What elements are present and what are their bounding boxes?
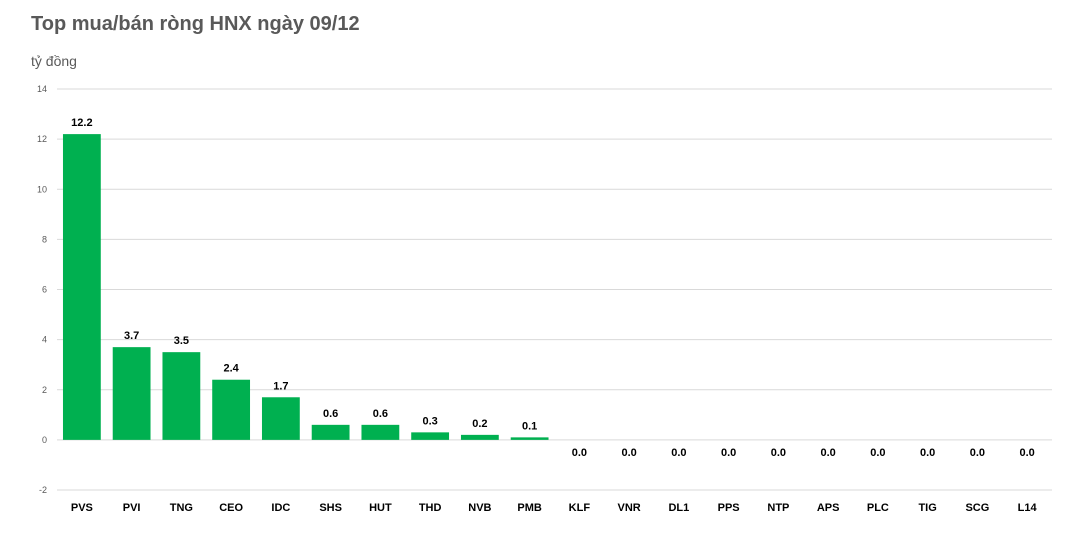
x-tick-label: PPS (718, 502, 740, 514)
y-axis-unit-label: tỷ đồng (31, 53, 77, 69)
y-tick-label: 4 (42, 335, 47, 345)
bar (460, 434, 499, 440)
bar (162, 352, 201, 440)
x-tick-label: PMB (517, 502, 542, 514)
data-label: 0.6 (323, 408, 338, 420)
y-tick-label: 8 (42, 234, 47, 244)
chart-title: Top mua/bán ròng HNX ngày 09/12 (31, 13, 360, 35)
x-tick-label: VNR (618, 502, 641, 514)
x-tick-label: IDC (271, 502, 290, 514)
x-tick-label: SCG (965, 502, 989, 514)
x-tick-label: SHS (319, 502, 342, 514)
data-label: 3.7 (124, 330, 139, 342)
x-tick-label: PLC (867, 502, 889, 514)
bar (212, 379, 251, 440)
x-tick-label: TNG (170, 502, 193, 514)
y-tick-label: 10 (37, 184, 47, 194)
bar (510, 437, 549, 440)
data-label: 0.3 (422, 415, 437, 427)
data-label: 0.0 (970, 447, 985, 459)
bar (411, 432, 450, 440)
x-tick-label: PVS (71, 502, 93, 514)
data-label: 0.0 (671, 447, 686, 459)
data-label: 3.5 (174, 335, 189, 347)
y-tick-label: -2 (39, 485, 47, 495)
data-label: 0.6 (373, 408, 388, 420)
data-label: 1.7 (273, 380, 288, 392)
y-tick-label: 0 (42, 435, 47, 445)
x-tick-label: PVI (123, 502, 141, 514)
data-label: 0.0 (920, 447, 935, 459)
x-tick-label: KLF (569, 502, 591, 514)
bar (62, 134, 101, 440)
data-label: 0.1 (522, 420, 537, 432)
x-tick-label: NTP (767, 502, 789, 514)
data-label: 12.2 (71, 117, 92, 129)
x-tick-label: TIG (918, 502, 936, 514)
x-tick-label: HUT (369, 502, 392, 514)
x-tick-label: THD (419, 502, 442, 514)
x-tick-label: CEO (219, 502, 243, 514)
data-label: 0.0 (721, 447, 736, 459)
bar (361, 424, 400, 440)
y-tick-label: 6 (42, 285, 47, 295)
x-tick-label: L14 (1018, 502, 1038, 514)
x-tick-label: DL1 (668, 502, 689, 514)
data-label: 0.0 (621, 447, 636, 459)
bar (311, 424, 350, 440)
data-label: 0.0 (820, 447, 835, 459)
x-tick-label: APS (817, 502, 840, 514)
x-tick-label: NVB (468, 502, 491, 514)
data-label: 2.4 (223, 363, 239, 375)
y-tick-label: 14 (37, 84, 47, 94)
data-label: 0.0 (771, 447, 786, 459)
y-tick-label: 12 (37, 134, 47, 144)
data-label: 0.2 (472, 418, 487, 430)
bar (261, 397, 300, 440)
y-tick-label: 2 (42, 385, 47, 395)
data-label: 0.0 (870, 447, 885, 459)
data-label: 0.0 (1019, 447, 1034, 459)
bar (112, 347, 151, 440)
data-label: 0.0 (572, 447, 587, 459)
